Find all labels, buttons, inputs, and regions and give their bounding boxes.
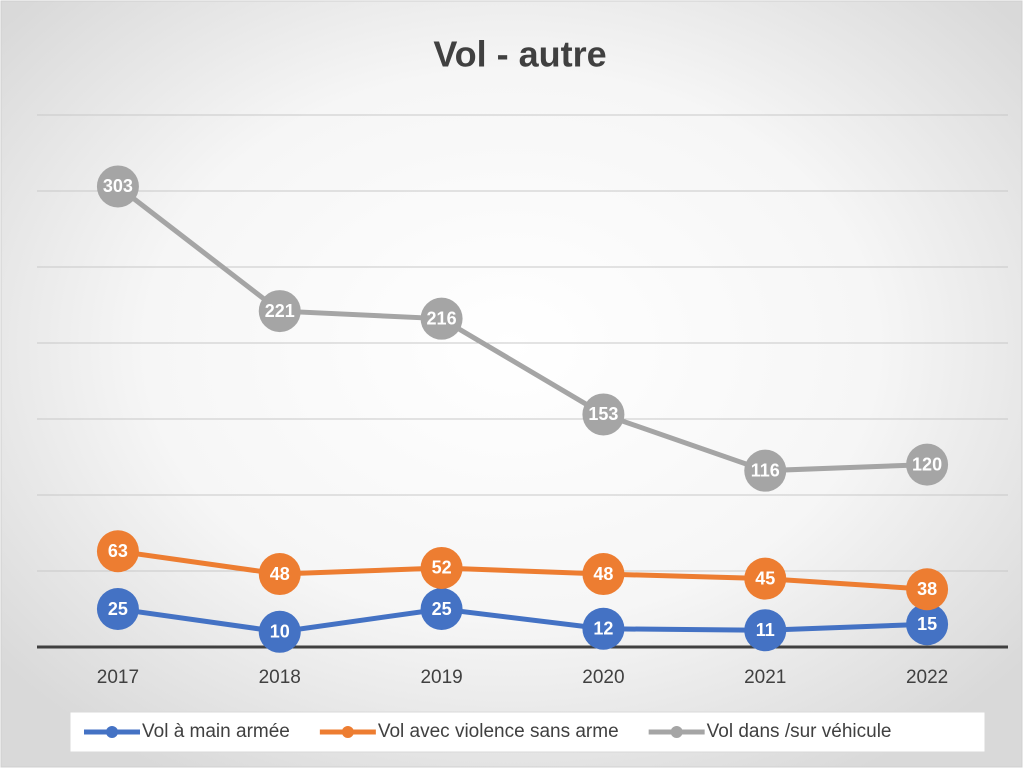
x-tick-label: 2018 bbox=[259, 667, 301, 688]
data-point bbox=[582, 553, 625, 596]
data-label: 303 bbox=[103, 176, 133, 196]
data-point bbox=[906, 443, 949, 486]
data-label: 25 bbox=[432, 599, 452, 619]
data-label: 116 bbox=[751, 460, 780, 480]
data-label: 153 bbox=[588, 404, 618, 424]
legend-marker bbox=[341, 726, 354, 738]
series-line bbox=[117, 606, 928, 635]
data-label: 10 bbox=[270, 622, 290, 642]
x-tick-label: 2021 bbox=[744, 667, 786, 688]
data-point bbox=[258, 610, 301, 653]
series-line bbox=[117, 548, 928, 592]
data-point bbox=[420, 546, 463, 589]
data-label: 48 bbox=[593, 564, 613, 584]
data-point bbox=[258, 553, 301, 596]
data-label: 11 bbox=[756, 620, 775, 640]
data-label: 25 bbox=[108, 599, 128, 619]
legend-marker bbox=[106, 726, 118, 738]
legend-label: Vol dans /sur véhicule bbox=[707, 721, 892, 742]
data-point bbox=[582, 393, 625, 436]
data-label: 52 bbox=[432, 558, 452, 578]
data-point bbox=[744, 557, 787, 600]
data-point bbox=[96, 530, 139, 573]
data-point bbox=[906, 603, 949, 646]
data-label: 12 bbox=[593, 619, 613, 639]
data-label: 63 bbox=[108, 541, 128, 561]
data-point bbox=[96, 165, 139, 208]
data-label: 216 bbox=[427, 308, 457, 328]
data-label: 38 bbox=[917, 579, 937, 599]
data-label: 120 bbox=[912, 454, 942, 474]
data-point bbox=[582, 607, 625, 650]
data-point bbox=[420, 588, 463, 630]
data-point bbox=[906, 568, 949, 611]
data-point bbox=[744, 609, 787, 652]
legend-label: Vol à main armée bbox=[142, 721, 290, 742]
data-point bbox=[420, 297, 463, 340]
legend-box bbox=[69, 711, 986, 753]
x-tick-label: 2020 bbox=[582, 667, 624, 688]
x-tick-label: 2022 bbox=[906, 667, 948, 688]
legend-marker bbox=[670, 726, 683, 738]
data-label: 48 bbox=[270, 564, 290, 584]
x-tick-label: 2017 bbox=[97, 667, 139, 688]
data-point bbox=[258, 290, 301, 333]
data-point bbox=[744, 449, 787, 492]
data-label: 221 bbox=[265, 301, 295, 321]
series-line bbox=[116, 184, 928, 474]
x-tick-label: 2019 bbox=[420, 667, 462, 688]
chart-title: Vol - autre bbox=[433, 34, 606, 75]
legend-label: Vol avec violence sans arme bbox=[378, 721, 619, 742]
data-point bbox=[96, 588, 139, 630]
data-label: 45 bbox=[755, 568, 775, 588]
data-label: 15 bbox=[917, 614, 937, 634]
